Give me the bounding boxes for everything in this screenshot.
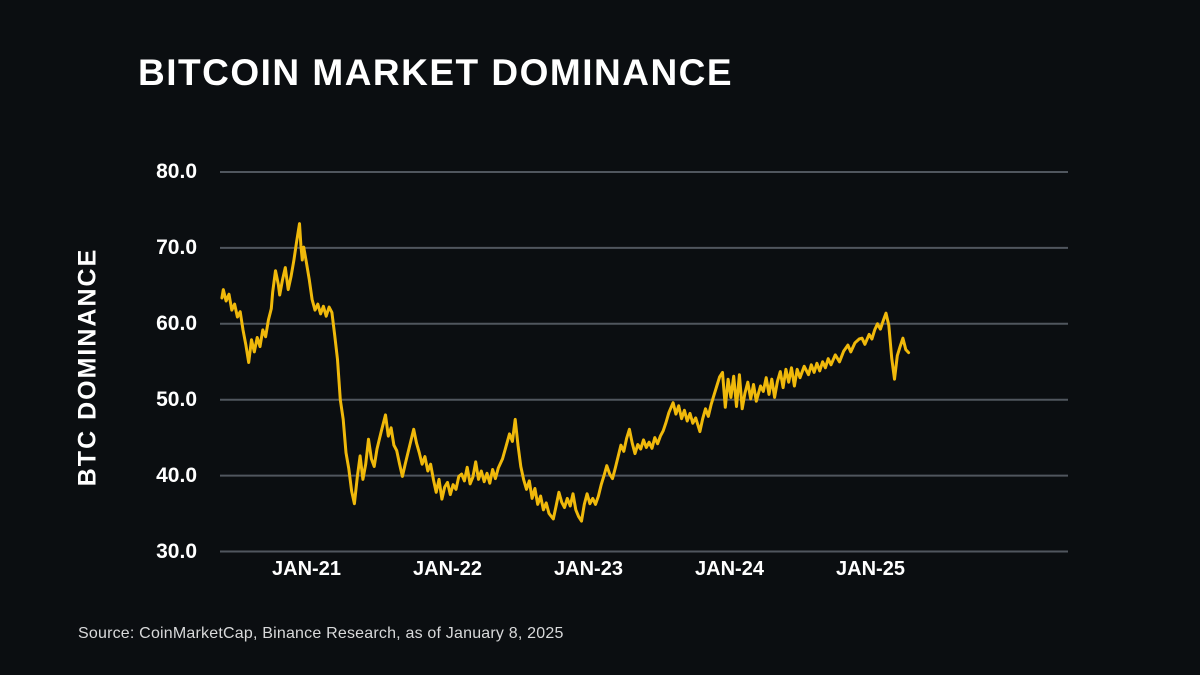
- dominance-line: [220, 222, 911, 523]
- chart-title: BITCOIN MARKET DOMINANCE: [138, 52, 734, 93]
- source-note: Source: CoinMarketCap, Binance Research,…: [78, 625, 564, 642]
